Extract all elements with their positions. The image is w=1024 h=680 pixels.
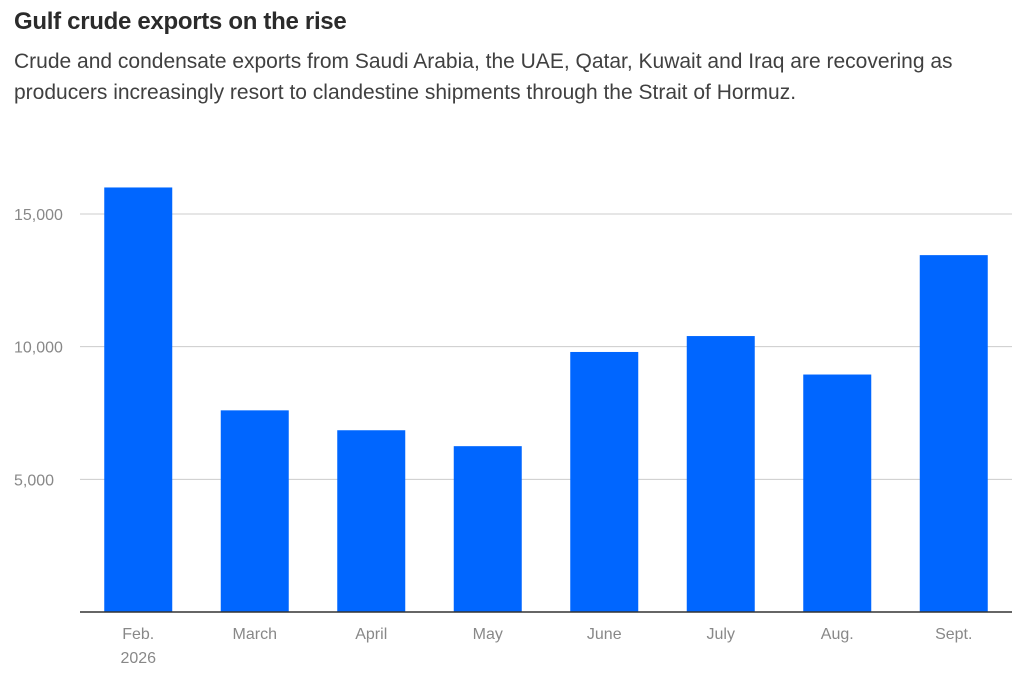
bar [919,255,988,613]
x-category-label: Feb. [122,626,154,643]
x-category-label: Sept. [935,626,972,643]
bar [686,336,755,612]
x-category-label: June [587,626,622,643]
y-tick-label: 5,000 [14,472,54,489]
x-category-label: 2026 [120,650,156,667]
x-category-label: March [233,626,277,643]
x-category-label: July [707,626,735,643]
chart-title: Gulf crude exports on the rise [14,8,347,35]
bar [453,446,522,612]
y-tick-label: 15,000 [14,207,63,224]
bar [803,374,872,612]
chart-subtitle: Crude and condensate exports from Saudi … [14,50,953,104]
x-category-label: May [473,626,503,643]
bar [337,430,406,612]
x-category-label: April [355,626,387,643]
x-category-label: Aug. [821,626,854,643]
y-tick-label: 10,000 [14,340,63,357]
bar [220,410,289,612]
bar [104,187,173,612]
bar [570,351,639,612]
